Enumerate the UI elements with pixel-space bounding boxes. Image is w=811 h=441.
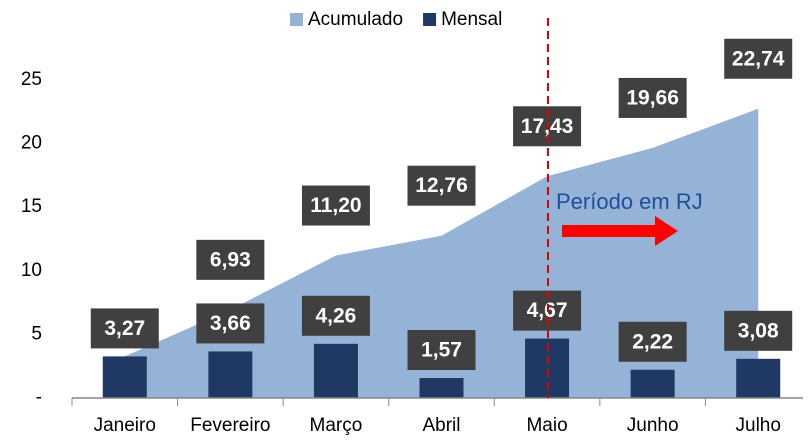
value-label: 19,66 <box>626 86 679 109</box>
y-tick-label: 5 <box>31 323 42 344</box>
value-label-box <box>407 165 476 206</box>
bar <box>736 358 781 398</box>
bar <box>419 378 464 398</box>
x-tick-label: Julho <box>736 415 781 436</box>
legend-label: Mensal <box>441 9 502 30</box>
y-tick-label: 15 <box>21 196 42 217</box>
value-label-box <box>618 321 687 362</box>
x-tick-label: Abril <box>422 415 460 436</box>
value-label-box <box>407 330 476 371</box>
y-tick-label: 25 <box>21 69 42 90</box>
value-label: 3,66 <box>210 312 251 335</box>
x-tick-label: Junho <box>627 415 679 436</box>
legend-swatch <box>423 13 437 26</box>
bar <box>208 351 253 398</box>
y-tick-label: - <box>36 387 42 408</box>
x-tick-label: Março <box>310 415 363 436</box>
x-tick-label: Maio <box>526 415 567 436</box>
value-label-box <box>301 185 370 226</box>
plot-area: - 5 10 15 20 25 Janeiro Fevereiro Março Abril Maio… <box>21 9 803 436</box>
value-label: 3,27 <box>104 317 145 340</box>
y-tick-label: 20 <box>21 133 42 154</box>
value-label: 2,22 <box>632 330 673 353</box>
value-label: 6,93 <box>210 248 251 271</box>
y-tick-label: 10 <box>21 260 42 281</box>
legend-label: Acumulado <box>308 9 403 30</box>
x-tick-label: Janeiro <box>94 415 156 436</box>
value-label: 3,08 <box>738 319 779 342</box>
value-label-box <box>724 38 793 79</box>
value-label: 4,26 <box>315 304 356 327</box>
value-label: 12,76 <box>415 174 468 197</box>
area <box>124 108 759 399</box>
annotation: Período em RJ <box>556 189 703 214</box>
value-label-box <box>301 295 370 336</box>
value-label-box <box>724 310 793 351</box>
value-label: 11,20 <box>310 194 361 217</box>
value-label-box <box>196 239 265 280</box>
bar <box>630 369 675 398</box>
value-label-box <box>90 308 159 349</box>
value-label-box <box>618 77 687 118</box>
bar <box>313 343 358 398</box>
bar <box>102 356 147 398</box>
value-label: 1,57 <box>421 339 462 362</box>
value-label: 22,74 <box>732 47 785 70</box>
arrow <box>562 216 678 246</box>
legend-swatch <box>290 13 303 26</box>
value-label-box <box>196 303 265 344</box>
x-tick-label: Fevereiro <box>190 415 270 436</box>
